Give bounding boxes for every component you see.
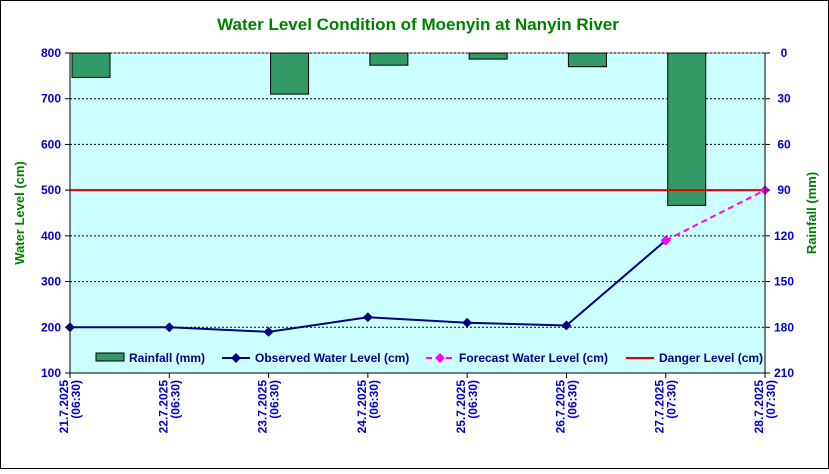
x-tick-label: 24.7.2025(06:30) (355, 380, 381, 434)
rainfall-bar (667, 52, 707, 206)
y-tick-label-right: 210 (774, 366, 794, 380)
x-tick-label-date: 21.7.2025 (57, 380, 71, 434)
x-tick-label-date: 28.7.2025 (752, 380, 766, 434)
x-tick-label-date: 25.7.2025 (454, 380, 468, 434)
y-tick-label-right: 0 (781, 46, 788, 60)
forecast-water-level-line (665, 189, 766, 242)
x-tick-label-time: (06:30) (466, 380, 480, 419)
legend-label: Forecast Water Level (cm) (459, 351, 608, 365)
x-tick-label-date: 22.7.2025 (156, 380, 170, 434)
x-tick-label: 26.7.2025(06:30) (553, 380, 579, 434)
y-tick-label-left: 300 (41, 275, 61, 289)
axes: 100 200 300 400 500 600 700 800 0 30 60 90 120 150 180… (41, 46, 794, 433)
legend-item: Rainfall (mm) (95, 351, 205, 365)
y-tick-label-right: 150 (774, 275, 794, 289)
x-tick-label-time: (07:30) (665, 380, 679, 419)
x-tick-label-date: 26.7.2025 (553, 380, 567, 434)
line-series (65, 185, 770, 337)
x-tick-label: 22.7.2025(06:30) (156, 380, 182, 434)
x-tick-label-date: 27.7.2025 (653, 380, 667, 434)
y-tick-label-left: 200 (41, 320, 61, 334)
x-tick-label-time: (06:30) (69, 380, 83, 419)
legend-label: Observed Water Level (cm) (255, 351, 409, 365)
x-tick-label-date: 24.7.2025 (355, 380, 369, 434)
x-tick-label-time: (06:30) (367, 380, 381, 419)
y-tick-label-left: 700 (41, 92, 61, 106)
x-tick-label-time: (06:30) (565, 380, 579, 419)
y-axis-label-right: Rainfall (mm) (804, 172, 819, 254)
observed-point (263, 326, 274, 337)
rainfall-bar (468, 52, 508, 60)
y-tick-label-left: 500 (41, 183, 61, 197)
x-tick-label: 21.7.2025(06:30) (57, 380, 83, 434)
x-tick-label: 25.7.2025(06:30) (454, 380, 480, 434)
x-tick-label-time: (06:30) (168, 380, 182, 419)
observed-point (362, 312, 373, 323)
forecast-point (660, 235, 671, 246)
x-tick-label: 28.7.2025(07:30) (752, 380, 778, 434)
rainfall-bar (567, 52, 607, 68)
legend-item: Danger Level (cm) (626, 351, 763, 365)
observed-point (561, 320, 572, 331)
chart-title: Water Level Condition of Moenyin at Nany… (217, 15, 619, 34)
x-tick-label-time: (06:30) (268, 380, 282, 419)
x-tick-label: 23.7.2025(06:30) (256, 380, 282, 434)
y-tick-label-right: 60 (777, 137, 791, 151)
observed-point (164, 322, 175, 333)
rainfall-bars (71, 52, 707, 206)
y-tick-label-left: 800 (41, 46, 61, 60)
x-tick-label: 27.7.2025(07:30) (653, 380, 679, 434)
y-tick-label-left: 100 (41, 366, 61, 380)
x-tick-label-date: 23.7.2025 (256, 380, 270, 434)
y-tick-label-left: 400 (41, 229, 61, 243)
plot-area (69, 52, 766, 374)
y-tick-label-right: 90 (777, 183, 791, 197)
x-tick-label-time: (07:30) (764, 380, 778, 419)
observed-point (462, 317, 473, 328)
legend-swatch-rainfall (95, 352, 125, 362)
y-tick-label-right: 120 (774, 229, 794, 243)
legend-label: Danger Level (cm) (659, 351, 763, 365)
y-tick-label-right: 30 (777, 92, 791, 106)
y-tick-label-right: 180 (774, 320, 794, 334)
rainfall-bar (270, 52, 310, 95)
rainfall-bar (369, 52, 409, 66)
legend: Rainfall (mm) Observed Water Level (cm) Fo… (95, 351, 763, 365)
y-tick-label-left: 600 (41, 137, 61, 151)
y-axis-label-left: Water Level (cm) (12, 161, 27, 265)
legend-label: Rainfall (mm) (129, 351, 205, 365)
rainfall-bar (71, 52, 111, 78)
